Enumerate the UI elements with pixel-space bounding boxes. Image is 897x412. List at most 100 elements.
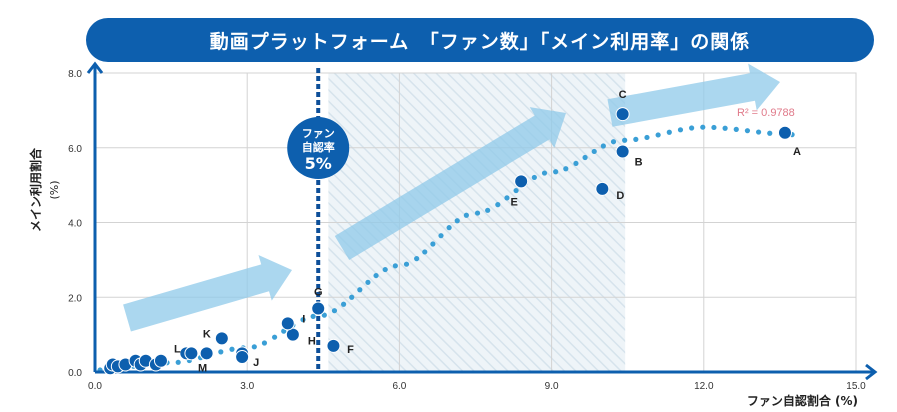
y-axis-arrowhead	[86, 61, 104, 74]
trend-dot	[700, 124, 706, 130]
data-point-j	[235, 350, 250, 365]
trend-arrow-mid-shape	[334, 107, 567, 260]
x-axis-arrowhead	[865, 363, 878, 381]
point-label-g: G	[314, 286, 323, 298]
trend-dot	[531, 174, 537, 181]
trend-dot	[767, 130, 773, 136]
trend-dot	[454, 218, 460, 224]
trend-dot	[563, 166, 569, 172]
trend-dot	[622, 137, 628, 143]
trend-dot	[403, 261, 410, 267]
data-point-d	[595, 181, 610, 196]
trend-dot	[733, 126, 739, 132]
trend-dot	[261, 340, 268, 346]
trend-dot	[271, 334, 278, 340]
trend-dot	[744, 128, 751, 134]
trend-dot	[340, 301, 347, 307]
trend-arrow-mid	[334, 107, 567, 260]
trend-arrow-low-shape	[123, 254, 293, 332]
y-axis-title: メイン利用割合	[28, 147, 43, 232]
trend-dot	[446, 225, 452, 231]
data-point-m	[199, 346, 214, 361]
trend-dot	[392, 263, 398, 269]
trend-dot	[229, 346, 235, 352]
y-tick-label: 2.0	[68, 293, 82, 304]
trend-dot	[495, 202, 501, 208]
trend-dot	[357, 287, 363, 293]
trend-dot	[689, 125, 695, 131]
point-label-e: E	[510, 196, 517, 208]
data-point-c	[615, 107, 630, 122]
trend-dot	[422, 249, 428, 255]
trend-dot	[755, 129, 762, 135]
trend-dot	[331, 308, 338, 314]
x-tick-label: 3.0	[240, 381, 254, 392]
trend-arrow-low	[123, 254, 293, 332]
trend-dot	[373, 272, 379, 279]
trend-dot	[504, 195, 510, 201]
threshold-badge	[287, 117, 350, 179]
threshold-badge-line2: 自認率	[302, 140, 335, 154]
point-label-f: F	[347, 344, 354, 356]
trend-dot	[677, 127, 684, 133]
trend-dot	[463, 212, 469, 218]
point-label-d: D	[616, 190, 624, 202]
x-axis-title: ファン自認割合 (%)	[747, 393, 858, 408]
trend-dot	[600, 143, 606, 149]
y-tick-label: 0.0	[68, 368, 82, 379]
trend-dot	[553, 169, 559, 175]
data-point	[153, 353, 168, 368]
trend-arrow-high	[607, 63, 781, 127]
x-tick-label: 9.0	[545, 381, 559, 392]
y-tick-label: 6.0	[68, 144, 82, 155]
x-tick-label: 0.0	[88, 381, 102, 392]
trend-dot	[541, 170, 548, 176]
point-label-i: I	[302, 313, 305, 325]
data-point-e	[514, 174, 529, 189]
trend-dot	[321, 312, 327, 318]
x-tick-label: 15.0	[846, 381, 866, 392]
data-point-g	[311, 301, 326, 316]
trend-dot	[218, 349, 224, 355]
trend-dot	[310, 313, 316, 320]
x-tick-label: 6.0	[392, 381, 406, 392]
point-label-a: A	[793, 146, 801, 158]
trend-dot	[300, 317, 306, 323]
chart-title: 動画プラットフォーム 「ファン数」「メイン利用率」の関係	[209, 30, 751, 53]
trend-dot	[365, 279, 371, 285]
point-label-m: M	[198, 362, 207, 374]
trend-dot	[573, 160, 579, 167]
trend-dot	[382, 266, 388, 273]
trend-dot	[175, 359, 181, 365]
trend-dot	[610, 139, 617, 145]
trend-dot	[711, 124, 717, 131]
trend-dot	[414, 256, 420, 262]
threshold-badge-line1: ファン	[302, 127, 335, 140]
y-tick-label: 8.0	[68, 69, 82, 80]
trend-dot	[485, 207, 491, 213]
trend-dot	[666, 129, 672, 135]
r-squared-label: R² = 0.9788	[737, 107, 795, 119]
x-tick-label: 12.0	[694, 381, 714, 392]
trend-dot	[722, 125, 728, 131]
trend-dot	[591, 148, 597, 155]
threshold-badge-value: 5%	[305, 154, 332, 173]
data-point-k	[214, 331, 229, 346]
y-axis-unit: (%)	[48, 180, 61, 199]
point-label-l: L	[174, 343, 181, 355]
trend-arrow-high-shape	[607, 63, 781, 127]
trend-dot	[349, 294, 355, 300]
data-point-a	[777, 125, 792, 140]
trend-dot	[513, 187, 519, 194]
trend-dot	[474, 210, 481, 216]
point-label-c: C	[619, 89, 627, 101]
point-label-h: H	[308, 336, 316, 348]
data-point-f	[326, 338, 341, 353]
trend-dot	[430, 241, 436, 247]
data-point-i	[280, 316, 295, 331]
y-tick-label: 4.0	[68, 219, 82, 230]
trend-dot	[582, 154, 588, 161]
trend-dot	[655, 132, 661, 138]
data-point-l	[184, 346, 199, 361]
